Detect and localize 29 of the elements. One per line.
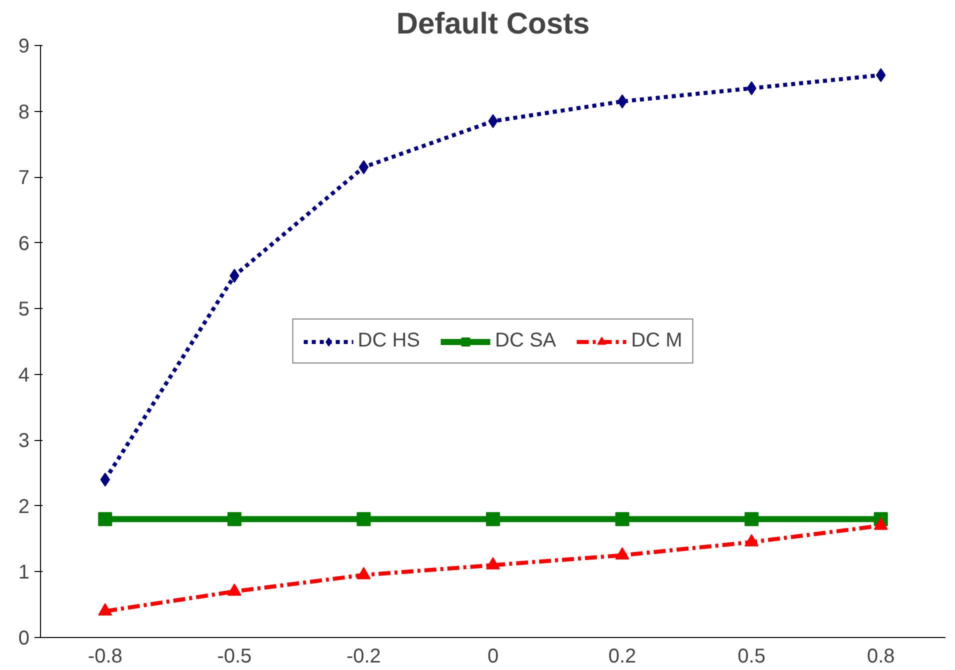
y-tick-label: 2	[18, 496, 30, 518]
y-tick-label: 6	[18, 232, 30, 255]
y-tick-label: 0	[18, 628, 30, 650]
point	[615, 512, 630, 526]
x-tick-label: -0.5	[217, 646, 252, 668]
point	[358, 160, 369, 174]
legend-label: DC HS	[358, 330, 420, 352]
y-tick-label: 9	[18, 36, 30, 58]
point	[486, 512, 500, 526]
x-tick-label: 0.8	[866, 646, 895, 668]
y-tick-label: 1	[18, 562, 30, 584]
x-tick-label: -0.2	[346, 646, 381, 668]
point	[744, 512, 759, 526]
chart-title: Default Costs	[396, 8, 590, 40]
y-tick-label: 7	[18, 167, 30, 190]
legend-label: DC SA	[495, 330, 556, 352]
y-tick-label: 4	[18, 364, 30, 386]
point	[617, 94, 628, 108]
point	[356, 512, 371, 526]
x-tick-label: 0.5	[738, 646, 766, 668]
y-tick-label: 3	[18, 430, 30, 452]
x-tick-label: 0	[487, 646, 499, 668]
x-tick-label: 0.2	[608, 646, 636, 668]
y-tick-label: 5	[18, 298, 30, 321]
point	[98, 512, 112, 526]
legend-label: DC M	[631, 330, 682, 352]
point	[227, 512, 242, 526]
y-tick-label: 8	[18, 101, 30, 124]
x-tick-label: -0.8	[88, 646, 122, 668]
